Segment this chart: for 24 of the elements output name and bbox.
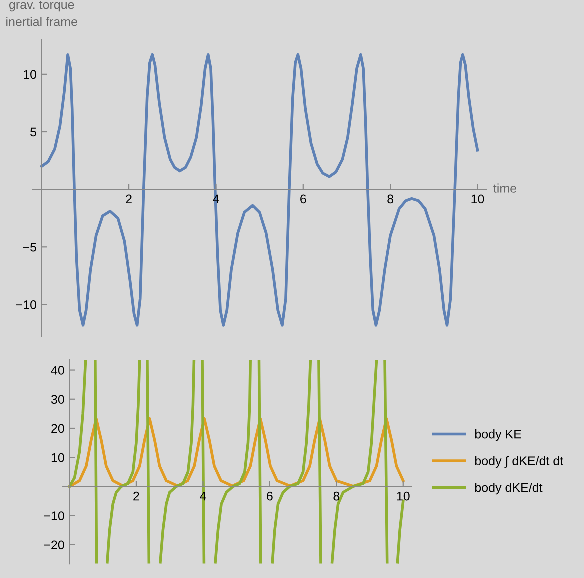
legend-label: body dKE/dt <box>475 483 543 495</box>
x-tick-label: 8 <box>388 194 394 204</box>
legend-label: body KE <box>475 430 522 442</box>
y-tick-label: 30 <box>51 395 64 404</box>
y-axis-title: grav. torque inertial frame <box>6 1 78 26</box>
legend-label: body ∫ dKE/dt dt <box>475 456 564 468</box>
y-tick-label: 10 <box>52 453 64 462</box>
y-tick-label: 40 <box>51 366 64 375</box>
y-tick-label: 5 <box>30 128 36 137</box>
x-tick-label: 6 <box>267 492 273 501</box>
y-tick-label: 20 <box>52 424 64 434</box>
y-tick-label: 10 <box>24 70 37 80</box>
x-tick-label: 2 <box>126 194 132 204</box>
y-tick-label: −10 <box>44 512 64 520</box>
x-tick-label: 6 <box>300 194 306 204</box>
x-axis-title: time <box>494 184 516 193</box>
y-tick-label: −20 <box>44 540 64 550</box>
x-tick-label: 10 <box>472 194 484 204</box>
x-tick-label: 10 <box>397 492 410 501</box>
x-tick-label: 8 <box>334 492 340 501</box>
x-tick-label: 4 <box>213 194 220 204</box>
x-tick-label: 2 <box>134 492 140 501</box>
y-tick-label: −10 <box>16 300 37 310</box>
y-tick-label: −5 <box>23 243 36 252</box>
